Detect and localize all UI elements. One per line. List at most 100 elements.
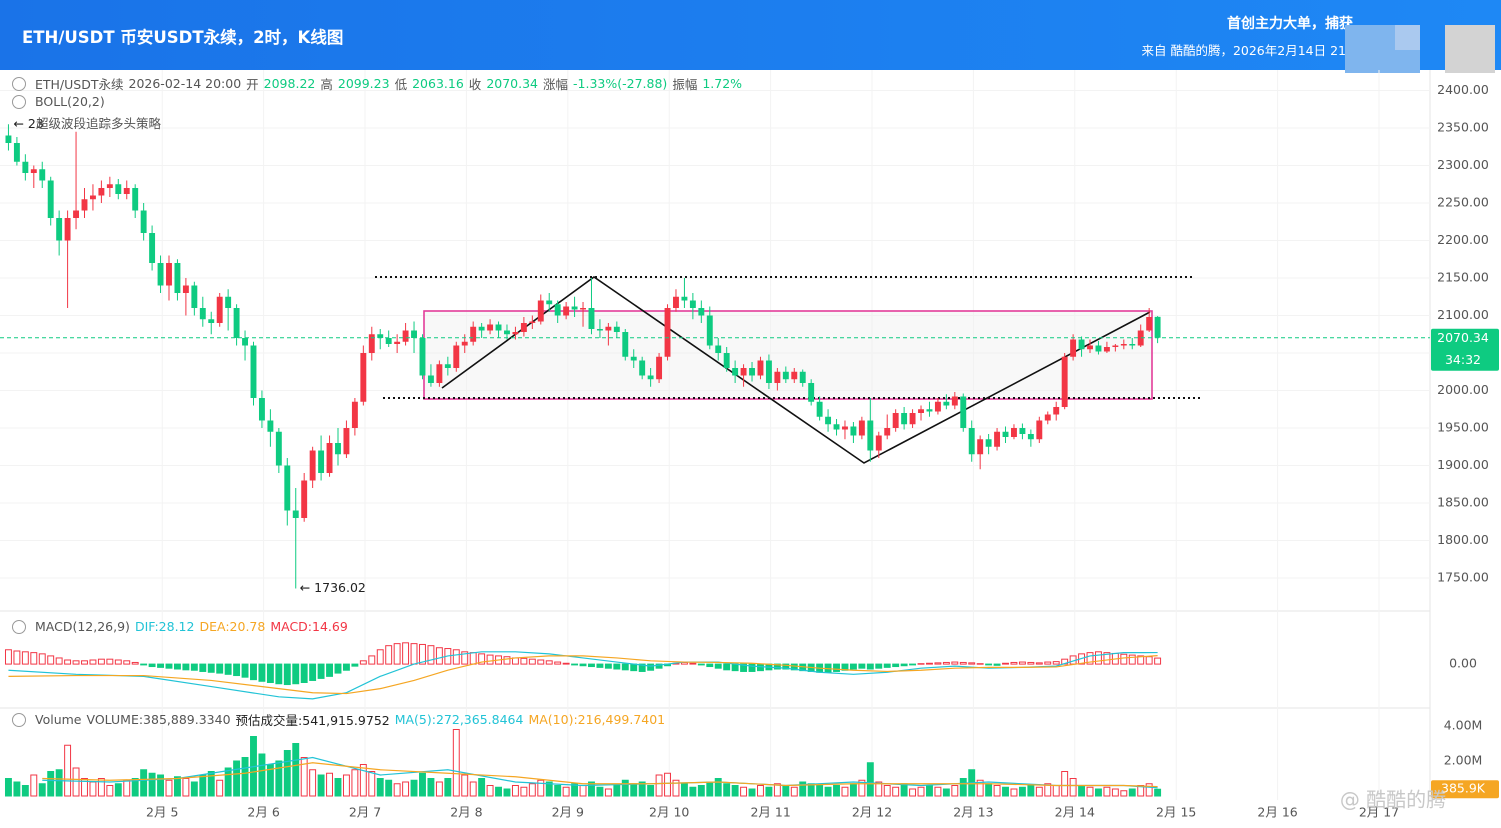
volume-value: VOLUME:385,889.3340 <box>86 712 231 727</box>
y-tick-label: 2200.00 <box>1437 232 1489 247</box>
macd-bar <box>782 663 790 670</box>
candle-body <box>892 413 899 428</box>
last-volume-box <box>1431 780 1499 799</box>
macd-bar <box>385 645 393 665</box>
candle-body <box>909 413 916 425</box>
macd-bar <box>1002 662 1009 665</box>
macd-bar <box>1120 653 1128 665</box>
volume-bar <box>13 781 21 797</box>
volume-bar <box>38 783 46 797</box>
candle-body <box>943 401 950 406</box>
volume-bar <box>824 786 832 797</box>
macd-bar <box>435 647 443 665</box>
candle-body <box>1061 356 1068 407</box>
candle-body <box>1002 431 1009 437</box>
volume-bar <box>1095 788 1102 797</box>
macd-bar <box>224 663 232 675</box>
volume-bar <box>528 783 536 797</box>
candle-body <box>512 332 519 335</box>
indicator: BOLL(20,2) <box>35 94 105 109</box>
macd-bar <box>376 649 384 665</box>
volume-bar <box>1128 788 1136 797</box>
volume-bar <box>985 783 993 797</box>
macd-bar <box>427 645 435 665</box>
collapse-icon[interactable] <box>12 619 26 634</box>
high-marker: ← 23 <box>13 116 43 131</box>
volume-bar <box>47 771 55 797</box>
macd-bar <box>1027 661 1035 665</box>
macd-bar <box>942 661 950 665</box>
volume-ma-line <box>42 756 1158 789</box>
collapse-icon[interactable] <box>12 76 26 91</box>
volume-bar <box>1035 786 1043 797</box>
macd-bar <box>1128 654 1136 665</box>
volume-bar <box>478 778 486 797</box>
candle-body <box>13 143 20 162</box>
volume-bar <box>427 778 435 797</box>
volume-bar <box>917 786 925 797</box>
x-tick-label: 2月 5 <box>146 805 178 820</box>
macd-bar <box>909 663 917 666</box>
volume-bar <box>300 757 308 797</box>
macd-bar <box>503 656 511 665</box>
candle-body <box>81 199 88 211</box>
countdown: 34:32 <box>1445 352 1481 367</box>
volume-bar <box>511 785 519 797</box>
x-tick-label: 2月 9 <box>552 805 584 820</box>
y-tick-label: 4.00M <box>1444 718 1483 733</box>
macd-bar <box>292 663 300 685</box>
candle-body <box>174 263 181 293</box>
macd-bar <box>157 663 165 668</box>
volume-bar <box>55 769 63 797</box>
candle-body <box>926 409 933 412</box>
candle-body <box>580 308 586 310</box>
volume-bar <box>697 785 705 797</box>
candle-body <box>825 416 832 425</box>
volume-bar <box>351 769 359 797</box>
volume-bar <box>1018 786 1026 797</box>
y-tick-label: 2100.00 <box>1437 307 1489 322</box>
volume-bar <box>1027 785 1035 797</box>
macd-bar <box>849 663 857 670</box>
volume-bar <box>1010 788 1018 797</box>
macd-bar <box>1010 661 1018 665</box>
macd-bar <box>579 663 587 667</box>
macd-bar <box>38 653 46 665</box>
candle-body <box>740 368 747 376</box>
macd-bar <box>511 657 519 665</box>
volume-bar <box>359 764 367 797</box>
x-tick-label: 2月 8 <box>450 805 482 820</box>
volume-bar <box>942 788 950 797</box>
volume-bar <box>89 781 97 797</box>
candle-body <box>495 324 502 331</box>
volume-bar <box>486 785 494 797</box>
macd-bar <box>21 651 29 665</box>
macd-bar <box>537 659 545 665</box>
volume-bar <box>190 781 198 797</box>
candle-body <box>749 368 755 376</box>
volume-bar <box>976 779 984 797</box>
volume-bar <box>444 778 452 797</box>
collapse-icon[interactable] <box>12 94 26 109</box>
macd-bar <box>461 651 469 665</box>
collapse-icon[interactable] <box>12 712 26 727</box>
candle-body <box>546 300 553 305</box>
volume-bar <box>1103 786 1111 797</box>
volume-bar <box>173 776 181 797</box>
candle-body <box>698 308 705 316</box>
candle-body <box>656 356 663 380</box>
macd-bar <box>266 663 274 683</box>
macd-bar <box>309 663 317 681</box>
user-drawings <box>375 276 1200 464</box>
macd-bar <box>148 663 156 668</box>
volume-bar <box>1052 785 1060 797</box>
candle-body <box>1120 344 1127 346</box>
legend-strategy: 超级波段追踪多头策略 <box>36 113 161 132</box>
candle-body <box>504 330 510 335</box>
volume-bar <box>410 779 418 797</box>
volume-bar <box>959 778 967 797</box>
watermark: @ 酷酷的腾 <box>1340 788 1446 812</box>
candle-body <box>901 413 908 425</box>
dif: DIF:28.12 <box>134 619 195 634</box>
x-tick-label: 2月 12 <box>852 805 892 820</box>
